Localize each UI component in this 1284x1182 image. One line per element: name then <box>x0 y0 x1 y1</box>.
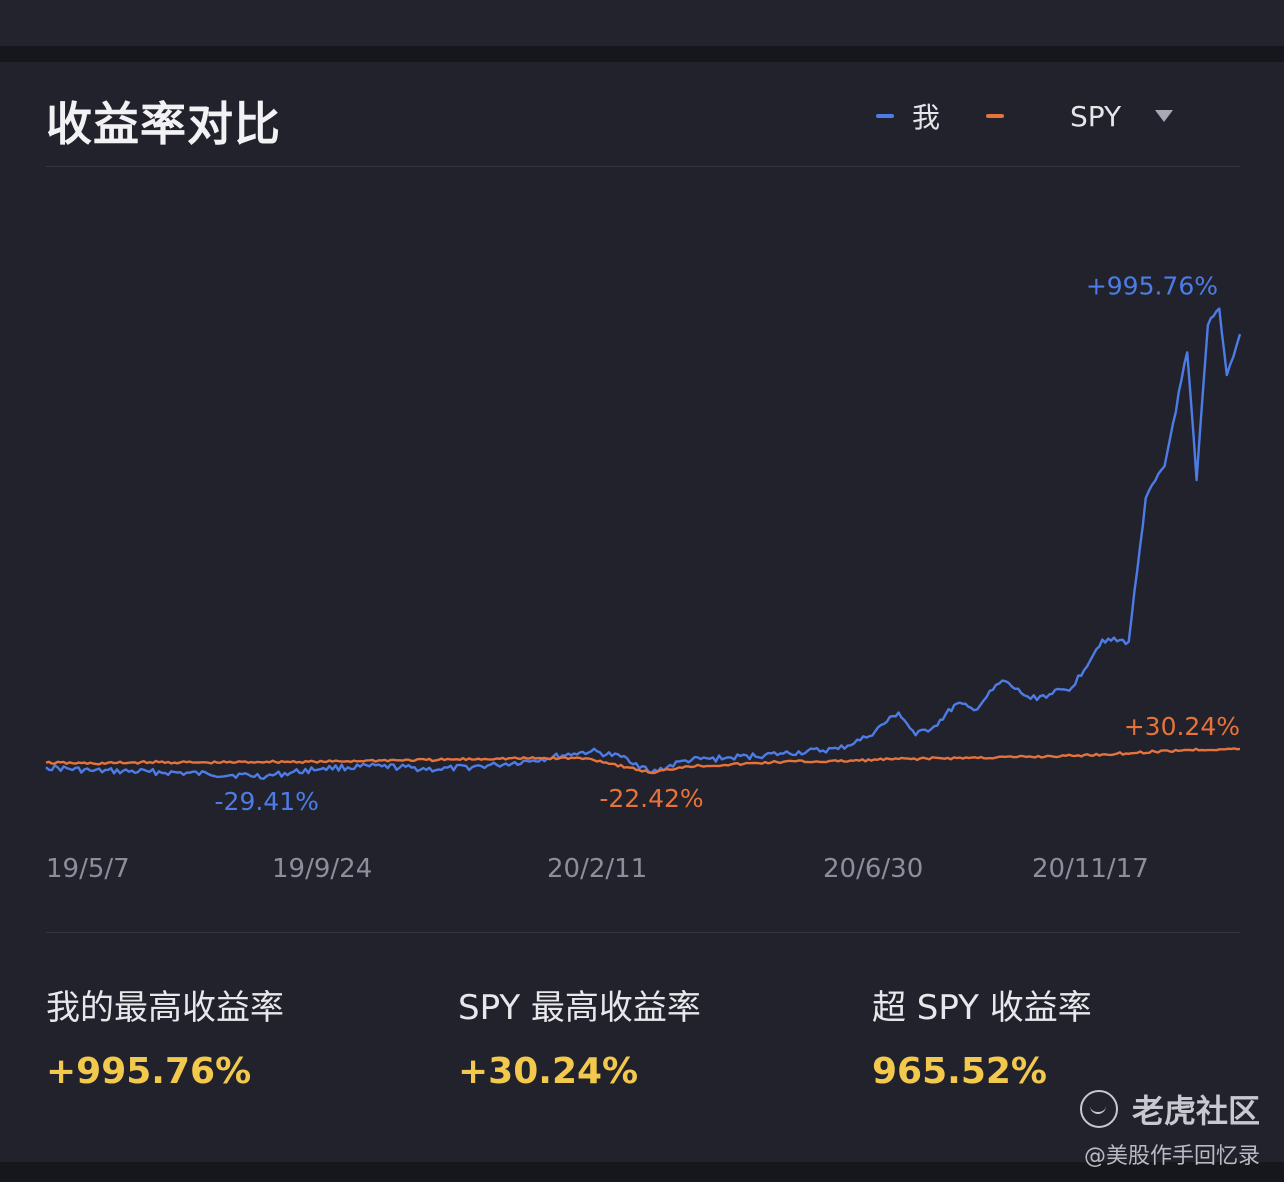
tiger-logo-icon <box>1079 1090 1118 1128</box>
x-tick-label: 20/2/11 <box>547 854 648 884</box>
x-tick-label: 20/6/30 <box>823 854 924 884</box>
stat-spy-max-return: SPY 最高收益率 +30.24% <box>458 980 701 1092</box>
data-label-me-min: -29.41% <box>215 787 319 816</box>
spy-legend-swatch <box>986 114 1004 118</box>
series-line-spy <box>45 747 1241 775</box>
data-label-me-max: +995.76% <box>1086 272 1218 301</box>
me-legend-swatch <box>876 114 894 118</box>
stat-excess-return: 超 SPY 收益率 965.52% <box>872 980 1092 1092</box>
stat-label: SPY 最高收益率 <box>458 988 701 1028</box>
watermark-author: @美股作手回忆录 <box>1083 1144 1260 1169</box>
x-tick-label: 20/11/17 <box>1032 854 1149 884</box>
data-label-spy-min: -22.42% <box>599 784 703 813</box>
x-tick-label: 19/5/7 <box>46 854 130 884</box>
watermark-brand-text: 老虎社区 <box>1131 1092 1260 1130</box>
legend-item-me: 我 <box>876 96 940 136</box>
divider-top <box>46 166 1240 167</box>
top-strip <box>0 0 1284 46</box>
data-label-spy-max: +30.24% <box>1124 712 1240 741</box>
series-line-me <box>45 307 1242 780</box>
comparison-card <box>0 62 1284 1162</box>
stat-value: +30.24% <box>458 1051 639 1092</box>
stat-label: 我的最高收益率 <box>46 988 284 1028</box>
page-title: 收益率对比 <box>46 97 281 151</box>
legend-label-me: 我 <box>912 101 941 134</box>
x-tick-label: 19/9/24 <box>272 854 373 884</box>
stat-value: +995.76% <box>46 1051 252 1092</box>
legend-label-spy[interactable]: SPY <box>1070 99 1122 133</box>
stat-my-max-return: 我的最高收益率 +995.76% <box>46 980 284 1092</box>
chevron-down-icon[interactable] <box>1155 110 1174 122</box>
stat-value: 965.52% <box>872 1051 1047 1092</box>
stat-label: 超 SPY 收益率 <box>872 988 1092 1028</box>
legend-item-spy[interactable]: SPY <box>986 96 1174 136</box>
watermark-brand: 老虎社区 <box>1079 1086 1260 1132</box>
divider-bottom <box>46 932 1240 933</box>
